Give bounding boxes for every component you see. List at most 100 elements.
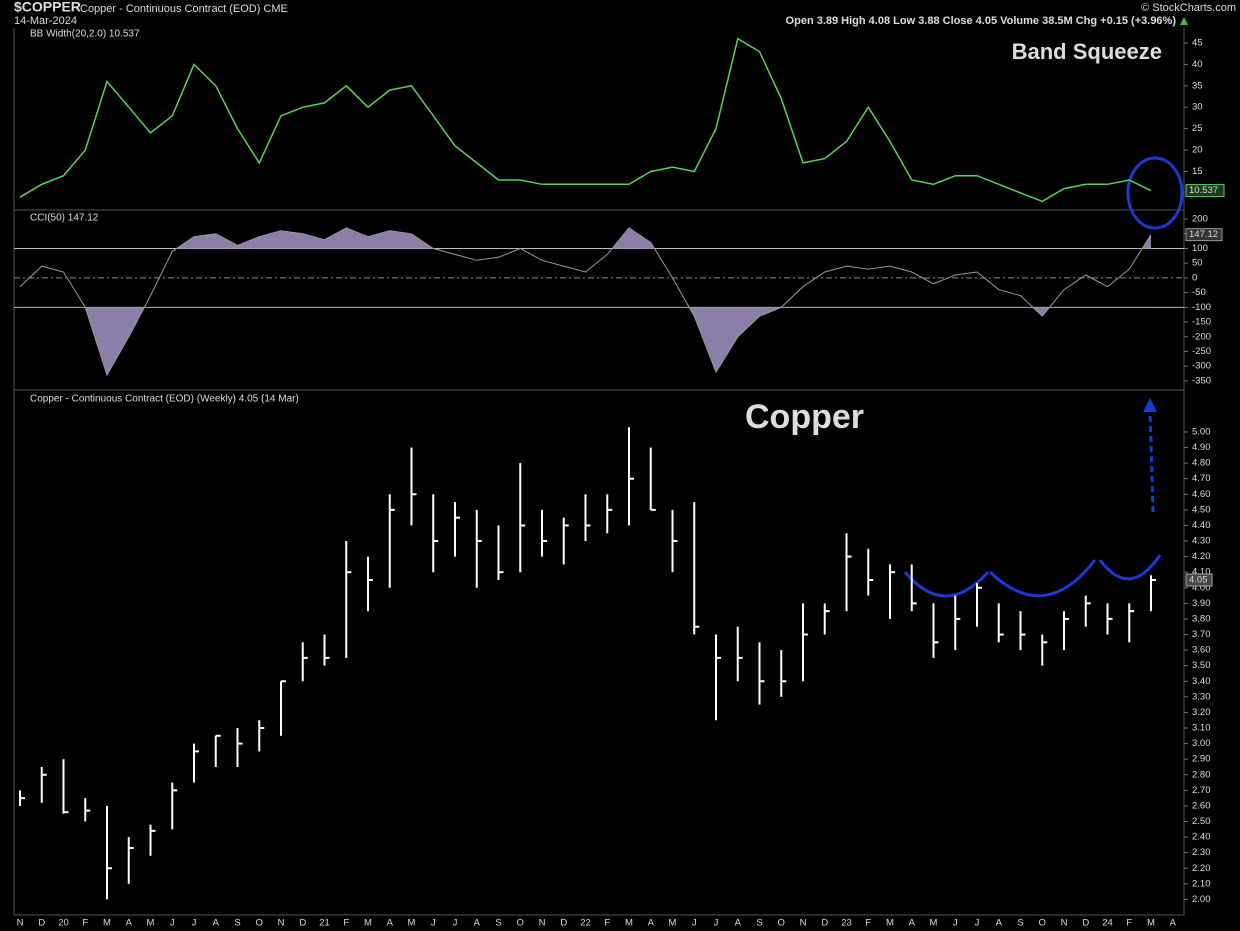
x-tick-label: S bbox=[234, 918, 240, 929]
last-value-tag bbox=[1185, 228, 1223, 242]
y-tick-label: 100 bbox=[1192, 243, 1208, 254]
y-tick-label: 4.40 bbox=[1192, 520, 1211, 531]
x-tick-label: J bbox=[975, 918, 980, 929]
x-tick-label: O bbox=[1039, 918, 1046, 929]
x-tick-label: N bbox=[1061, 918, 1068, 929]
y-tick-label: 2.00 bbox=[1192, 894, 1211, 905]
x-tick-label: S bbox=[495, 918, 501, 929]
x-tick-label: F bbox=[604, 918, 610, 929]
x-tick-label: D bbox=[1082, 918, 1089, 929]
y-tick-label: -50 bbox=[1192, 287, 1206, 298]
y-tick-label: 30 bbox=[1192, 102, 1203, 113]
x-tick-label: D bbox=[560, 918, 567, 929]
x-tick-label: M bbox=[886, 918, 894, 929]
panel-title: CCI(50) 147.12 bbox=[30, 213, 99, 224]
x-tick-label: 22 bbox=[580, 918, 591, 929]
y-tick-label: 3.50 bbox=[1192, 660, 1211, 671]
annotation: Band Squeeze bbox=[1012, 39, 1162, 64]
y-tick-label: 3.40 bbox=[1192, 676, 1211, 687]
x-tick-label: O bbox=[517, 918, 524, 929]
y-tick-label: 20 bbox=[1192, 145, 1203, 156]
x-tick-label: J bbox=[192, 918, 197, 929]
x-tick-label: A bbox=[474, 918, 481, 929]
x-tick-label: N bbox=[17, 918, 24, 929]
panel-title: Copper - Continuous Contract (EOD) (Week… bbox=[30, 394, 299, 405]
y-tick-label: 2.60 bbox=[1192, 800, 1211, 811]
y-tick-label: 40 bbox=[1192, 59, 1203, 70]
bb-width-line bbox=[19, 37, 1152, 203]
x-tick-label: D bbox=[299, 918, 306, 929]
cci-line bbox=[19, 227, 1152, 377]
cci-oversold-area bbox=[20, 307, 1151, 375]
x-tick-label: J bbox=[170, 918, 175, 929]
x-tick-label: M bbox=[408, 918, 416, 929]
x-tick-label: M bbox=[147, 918, 155, 929]
arrow-head bbox=[1143, 398, 1157, 412]
y-tick-label: 45 bbox=[1192, 38, 1203, 49]
y-tick-label: 3.10 bbox=[1192, 723, 1211, 734]
chart-date: 14-Mar-2024 bbox=[14, 15, 77, 27]
x-tick-label: F bbox=[343, 918, 349, 929]
y-tick-label: -350 bbox=[1192, 375, 1211, 386]
x-tick-label: 24 bbox=[1102, 918, 1113, 929]
x-tick-label: S bbox=[1017, 918, 1023, 929]
annotation: Copper bbox=[745, 398, 864, 436]
y-tick-label: 3.00 bbox=[1192, 738, 1211, 749]
y-tick-label: 3.20 bbox=[1192, 707, 1211, 718]
x-tick-label: O bbox=[778, 918, 785, 929]
x-tick-label: A bbox=[909, 918, 916, 929]
y-tick-label: 4.10 bbox=[1192, 567, 1211, 578]
x-tick-label: F bbox=[1126, 918, 1132, 929]
y-tick-label: 2.50 bbox=[1192, 816, 1211, 827]
x-tick-label: J bbox=[953, 918, 958, 929]
y-tick-label: -100 bbox=[1192, 302, 1211, 313]
x-tick-label: M bbox=[103, 918, 111, 929]
y-tick-label: 0 bbox=[1192, 272, 1197, 283]
y-tick-label: 3.90 bbox=[1192, 598, 1211, 609]
y-tick-label: 2.90 bbox=[1192, 754, 1211, 765]
x-tick-label: J bbox=[714, 918, 719, 929]
y-tick-label: 3.60 bbox=[1192, 645, 1211, 656]
x-tick-label: M bbox=[669, 918, 677, 929]
y-tick-label: 2.40 bbox=[1192, 832, 1211, 843]
y-tick-label: 3.70 bbox=[1192, 629, 1211, 640]
x-tick-label: M bbox=[364, 918, 372, 929]
x-tick-label: 23 bbox=[841, 918, 852, 929]
y-tick-label: 50 bbox=[1192, 258, 1203, 269]
x-tick-label: N bbox=[800, 918, 807, 929]
x-tick-label: 20 bbox=[58, 918, 69, 929]
panel-title: BB Width(20,2.0) 10.537 bbox=[30, 29, 140, 40]
x-tick-label: A bbox=[648, 918, 655, 929]
x-tick-label: D bbox=[821, 918, 828, 929]
y-tick-label: 4.90 bbox=[1192, 442, 1211, 453]
x-tick-label: M bbox=[625, 918, 633, 929]
x-tick-label: A bbox=[735, 918, 742, 929]
x-tick-label: N bbox=[539, 918, 546, 929]
last-value-label: 4.05 bbox=[1189, 575, 1208, 586]
instrument-name: Copper - Continuous Contract (EOD) CME bbox=[80, 3, 288, 15]
last-value-tag bbox=[1185, 573, 1213, 587]
y-tick-label: 2.10 bbox=[1192, 878, 1211, 889]
credit: © StockCharts.com bbox=[1141, 2, 1236, 14]
x-tick-label: F bbox=[865, 918, 871, 929]
x-tick-label: M bbox=[930, 918, 938, 929]
x-tick-label: A bbox=[1170, 918, 1177, 929]
y-tick-label: -300 bbox=[1192, 361, 1211, 372]
y-tick-label: 5.00 bbox=[1192, 426, 1211, 437]
x-tick-label: 21 bbox=[319, 918, 330, 929]
y-tick-label: 4.30 bbox=[1192, 536, 1211, 547]
x-tick-label: J bbox=[453, 918, 458, 929]
y-tick-label: 2.20 bbox=[1192, 863, 1211, 874]
y-tick-label: 4.50 bbox=[1192, 504, 1211, 515]
cci-overbought-area bbox=[176, 227, 1151, 249]
y-tick-label: -250 bbox=[1192, 346, 1211, 357]
x-tick-label: A bbox=[996, 918, 1003, 929]
y-tick-label: 2.30 bbox=[1192, 847, 1211, 858]
y-tick-label: 4.00 bbox=[1192, 582, 1211, 593]
y-tick-label: 3.30 bbox=[1192, 691, 1211, 702]
x-tick-label: D bbox=[38, 918, 45, 929]
quote: Open 3.89 High 4.08 Low 3.88 Close 4.05 … bbox=[786, 15, 1177, 27]
x-tick-label: A bbox=[126, 918, 133, 929]
